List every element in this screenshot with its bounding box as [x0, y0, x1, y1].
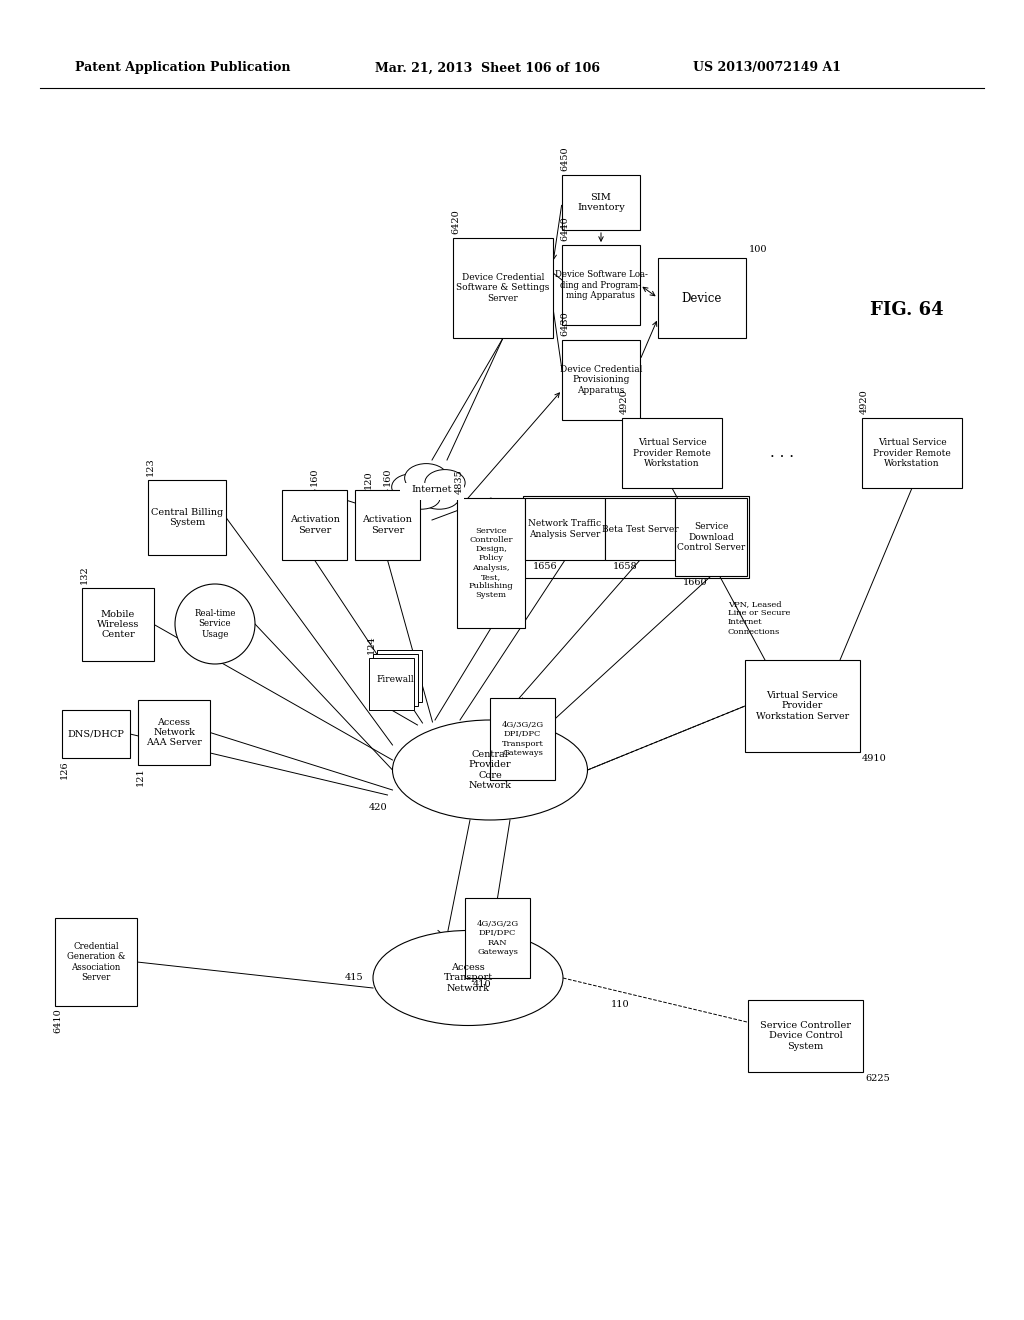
Text: 132: 132: [80, 565, 89, 583]
Ellipse shape: [373, 931, 563, 1026]
Bar: [457, 498, 525, 628]
Bar: [82, 587, 154, 661]
Bar: [605, 498, 675, 560]
Text: SIM
Inventory: SIM Inventory: [578, 193, 625, 213]
Text: 4910: 4910: [862, 754, 887, 763]
Bar: [369, 657, 414, 710]
Text: 123: 123: [146, 457, 155, 477]
Text: Network Traffic
Analysis Server: Network Traffic Analysis Server: [528, 519, 601, 539]
Text: 4920: 4920: [860, 389, 869, 414]
Text: Mobile
Wireless
Center: Mobile Wireless Center: [97, 610, 139, 639]
Bar: [862, 418, 962, 488]
Ellipse shape: [402, 487, 440, 510]
Bar: [745, 660, 860, 752]
Text: Activation
Server: Activation Server: [362, 515, 413, 535]
Bar: [562, 341, 640, 420]
Bar: [62, 710, 130, 758]
Text: Virtual Service
Provider Remote
Workstation: Virtual Service Provider Remote Workstat…: [873, 438, 951, 467]
Ellipse shape: [419, 486, 460, 510]
Bar: [658, 257, 746, 338]
Text: FIG. 64: FIG. 64: [870, 301, 944, 319]
Text: Firewall: Firewall: [377, 676, 415, 685]
Ellipse shape: [392, 719, 588, 820]
Text: 1660: 1660: [683, 578, 708, 587]
Bar: [377, 649, 422, 702]
Text: 6410: 6410: [53, 1008, 62, 1032]
Bar: [622, 418, 722, 488]
Text: 6225: 6225: [865, 1074, 890, 1082]
Bar: [748, 1001, 863, 1072]
Text: 124: 124: [367, 635, 376, 653]
Text: 6420: 6420: [451, 210, 460, 234]
Text: 120: 120: [364, 471, 373, 490]
Bar: [399, 483, 465, 499]
Text: Service Controller
Device Control
System: Service Controller Device Control System: [760, 1022, 851, 1051]
Text: Service
Download
Control Server: Service Download Control Server: [677, 523, 745, 552]
Ellipse shape: [404, 463, 447, 492]
Text: Central Billing
System: Central Billing System: [151, 508, 223, 527]
Text: Activation
Server: Activation Server: [290, 515, 339, 535]
Text: Beta Test Server: Beta Test Server: [602, 524, 678, 533]
Bar: [523, 496, 749, 578]
Text: 6450: 6450: [560, 147, 569, 172]
Text: Access
Network
AAA Server: Access Network AAA Server: [146, 718, 202, 747]
Text: 121: 121: [136, 767, 145, 785]
Text: Device Credential
Software & Settings
Server: Device Credential Software & Settings Se…: [457, 273, 550, 302]
Text: 100: 100: [749, 246, 768, 253]
Bar: [453, 238, 553, 338]
Text: 1658: 1658: [613, 562, 638, 572]
Bar: [525, 498, 605, 560]
Text: Virtual Service
Provider Remote
Workstation: Virtual Service Provider Remote Workstat…: [633, 438, 711, 467]
Text: Central
Provider
Core
Network: Central Provider Core Network: [469, 750, 512, 791]
Text: 6440: 6440: [560, 216, 569, 242]
Bar: [675, 498, 746, 576]
Bar: [355, 490, 420, 560]
Text: Patent Application Publication: Patent Application Publication: [75, 62, 291, 74]
Text: 4G/3G/2G
DPI/DPC
Transport
Gateways: 4G/3G/2G DPI/DPC Transport Gateways: [502, 721, 544, 756]
Text: . . .: . . .: [770, 446, 794, 459]
Bar: [148, 480, 226, 554]
Ellipse shape: [175, 583, 255, 664]
Text: DNS/DHCP: DNS/DHCP: [68, 730, 125, 738]
Text: 6430: 6430: [560, 312, 569, 337]
Text: Real-time
Service
Usage: Real-time Service Usage: [195, 609, 236, 639]
Text: 1656: 1656: [534, 562, 558, 572]
Text: Credential
Generation &
Association
Server: Credential Generation & Association Serv…: [67, 942, 125, 982]
Text: 4835: 4835: [455, 469, 464, 494]
Text: VPN, Leased
Line or Secure
Internet
Connections: VPN, Leased Line or Secure Internet Conn…: [728, 601, 791, 636]
Text: 160: 160: [309, 467, 318, 486]
Bar: [138, 700, 210, 766]
Ellipse shape: [391, 474, 432, 500]
Bar: [55, 917, 137, 1006]
Text: 410: 410: [473, 979, 492, 989]
Text: 126: 126: [60, 760, 69, 779]
Text: 110: 110: [610, 1001, 630, 1008]
Text: Device Software Loa-
ding and Program-
ming Apparatus: Device Software Loa- ding and Program- m…: [555, 271, 647, 300]
Text: Virtual Service
Provider
Workstation Server: Virtual Service Provider Workstation Ser…: [756, 692, 849, 721]
Text: US 2013/0072149 A1: US 2013/0072149 A1: [693, 62, 841, 74]
Text: 415: 415: [344, 974, 362, 982]
Ellipse shape: [425, 470, 465, 496]
Text: Device Credential
Provisioning
Apparatus: Device Credential Provisioning Apparatus: [560, 366, 642, 395]
Bar: [465, 898, 530, 978]
Text: 4G/3G/2G
DPI/DPC
RAN
Gateways: 4G/3G/2G DPI/DPC RAN Gateways: [476, 920, 518, 956]
Text: 160: 160: [383, 467, 391, 486]
Text: 420: 420: [369, 803, 387, 812]
Bar: [282, 490, 347, 560]
Bar: [562, 246, 640, 325]
Text: Access
Transport
Network: Access Transport Network: [443, 964, 493, 993]
Text: 4920: 4920: [620, 389, 629, 414]
Text: Mar. 21, 2013  Sheet 106 of 106: Mar. 21, 2013 Sheet 106 of 106: [375, 62, 600, 74]
Bar: [490, 698, 555, 780]
Text: Service
Controller
Design,
Policy
Analysis,
Test,
Publishing
System: Service Controller Design, Policy Analys…: [469, 527, 513, 599]
Text: Device: Device: [682, 292, 722, 305]
Text: Internet: Internet: [412, 486, 453, 495]
Bar: [562, 176, 640, 230]
Bar: [373, 653, 418, 706]
